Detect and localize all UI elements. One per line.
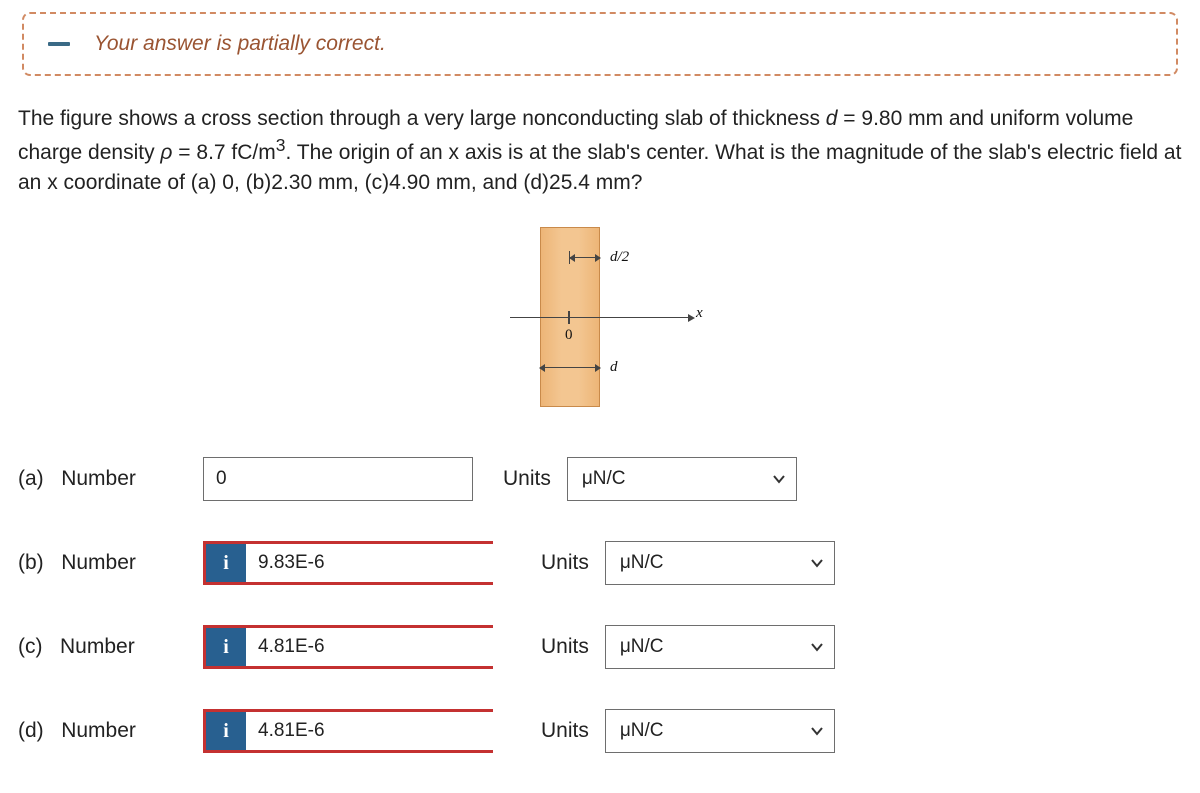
feedback-text: Your answer is partially correct.	[94, 32, 386, 56]
answers-section: (a) Number Units μN/C (b) Number i Units…	[0, 457, 1200, 753]
units-label-b: Units	[541, 551, 589, 575]
units-select-c[interactable]: μN/C	[605, 625, 835, 669]
number-input-d[interactable]	[246, 712, 515, 750]
units-value-d: μN/C	[620, 720, 664, 742]
minus-icon	[48, 42, 70, 46]
number-input-wrap-b: i	[203, 541, 493, 585]
units-value-c: μN/C	[620, 636, 664, 658]
number-label-a: Number	[61, 467, 136, 490]
part-label-a: (a) Number	[18, 467, 203, 491]
d2-arrow-icon	[570, 257, 600, 258]
info-icon[interactable]: i	[206, 628, 246, 666]
units-label-c: Units	[541, 635, 589, 659]
units-label-d: Units	[541, 719, 589, 743]
answer-row-c: (c) Number i Units μN/C	[18, 625, 1182, 669]
number-input-wrap-d: i	[203, 709, 493, 753]
number-input-c[interactable]	[246, 628, 515, 666]
number-label-b: Number	[61, 551, 136, 574]
diagram-container: 0 x d/2 d	[0, 227, 1200, 417]
origin-tick	[568, 311, 570, 324]
number-label-c: Number	[60, 635, 135, 658]
info-icon[interactable]: i	[206, 712, 246, 750]
chevron-down-icon	[772, 472, 786, 486]
units-label-a: Units	[503, 467, 551, 491]
problem-statement: The figure shows a cross section through…	[0, 104, 1200, 197]
x-axis-line	[510, 317, 690, 318]
part-c-tag: (c)	[18, 635, 43, 658]
chevron-down-icon	[810, 724, 824, 738]
info-icon[interactable]: i	[206, 544, 246, 582]
part-label-d: (d) Number	[18, 719, 203, 743]
part-b-tag: (b)	[18, 551, 44, 574]
units-value-b: μN/C	[620, 552, 664, 574]
x-axis-arrow-icon	[688, 314, 695, 322]
number-input-b[interactable]	[246, 544, 515, 582]
d2-label: d/2	[610, 249, 629, 266]
part-label-c: (c) Number	[18, 635, 203, 659]
part-label-b: (b) Number	[18, 551, 203, 575]
number-label-d: Number	[61, 719, 136, 742]
origin-label: 0	[565, 327, 573, 344]
d-arrow-icon	[540, 367, 600, 368]
part-d-tag: (d)	[18, 719, 44, 742]
x-axis-label: x	[696, 305, 703, 322]
units-select-b[interactable]: μN/C	[605, 541, 835, 585]
units-value-a: μN/C	[582, 468, 626, 490]
answer-row-d: (d) Number i Units μN/C	[18, 709, 1182, 753]
number-input-wrap-c: i	[203, 625, 493, 669]
rho-symbol: ρ	[160, 141, 172, 164]
feedback-banner: Your answer is partially correct.	[22, 12, 1178, 76]
d-label: d	[610, 359, 618, 376]
d-symbol: d	[826, 107, 838, 130]
answer-row-b: (b) Number i Units μN/C	[18, 541, 1182, 585]
answer-row-a: (a) Number Units μN/C	[18, 457, 1182, 501]
rho-value: = 8.7 fC/m	[172, 141, 275, 164]
number-input-a[interactable]	[203, 457, 473, 501]
units-select-a[interactable]: μN/C	[567, 457, 797, 501]
chevron-down-icon	[810, 640, 824, 654]
units-select-d[interactable]: μN/C	[605, 709, 835, 753]
chevron-down-icon	[810, 556, 824, 570]
part-a-tag: (a)	[18, 467, 44, 490]
parts-inline: (a) 0, (b)2.30 mm, (c)4.90 mm, and (d)25…	[191, 171, 643, 194]
problem-text-1: The figure shows a cross section through…	[18, 107, 826, 130]
slab-diagram: 0 x d/2 d	[480, 227, 720, 417]
